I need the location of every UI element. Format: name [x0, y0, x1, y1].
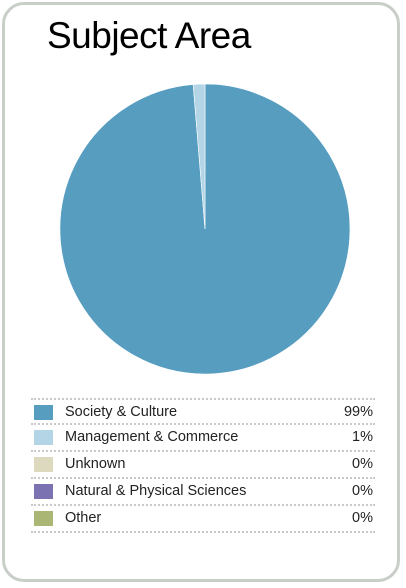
legend-swatch [34, 484, 53, 499]
legend-item-other: Other 0% [31, 506, 375, 533]
legend-swatch [34, 511, 53, 526]
legend-item-society-and-culture: Society & Culture 99% [31, 398, 375, 425]
legend-label: Natural & Physical Sciences [65, 483, 247, 499]
legend-item-natural-and-physical-sciences: Natural & Physical Sciences 0% [31, 479, 375, 506]
legend-swatch [34, 457, 53, 472]
legend-swatch [34, 405, 53, 420]
legend-item-management-and-commerce: Management & Commerce 1% [31, 425, 375, 452]
legend-label: Society & Culture [65, 404, 178, 420]
legend-value: 0% [352, 483, 373, 499]
legend-value: 0% [352, 456, 373, 472]
pie-slice-management-and-commerce [192, 83, 206, 230]
chart-title: Subject Area [47, 15, 251, 56]
legend-label: Unknown [65, 456, 126, 472]
legend-swatch [34, 430, 53, 445]
legend-value: 1% [352, 429, 373, 445]
legend-item-unknown: Unknown 0% [31, 452, 375, 479]
legend-value: 0% [352, 510, 373, 526]
legend-value: 99% [343, 404, 373, 420]
chart-legend: Society & Culture 99% Management & Commerc… [31, 398, 375, 533]
legend-label: Management & Commerce [65, 429, 239, 445]
pie-chart [59, 83, 351, 375]
legend-label: Other [65, 510, 102, 526]
